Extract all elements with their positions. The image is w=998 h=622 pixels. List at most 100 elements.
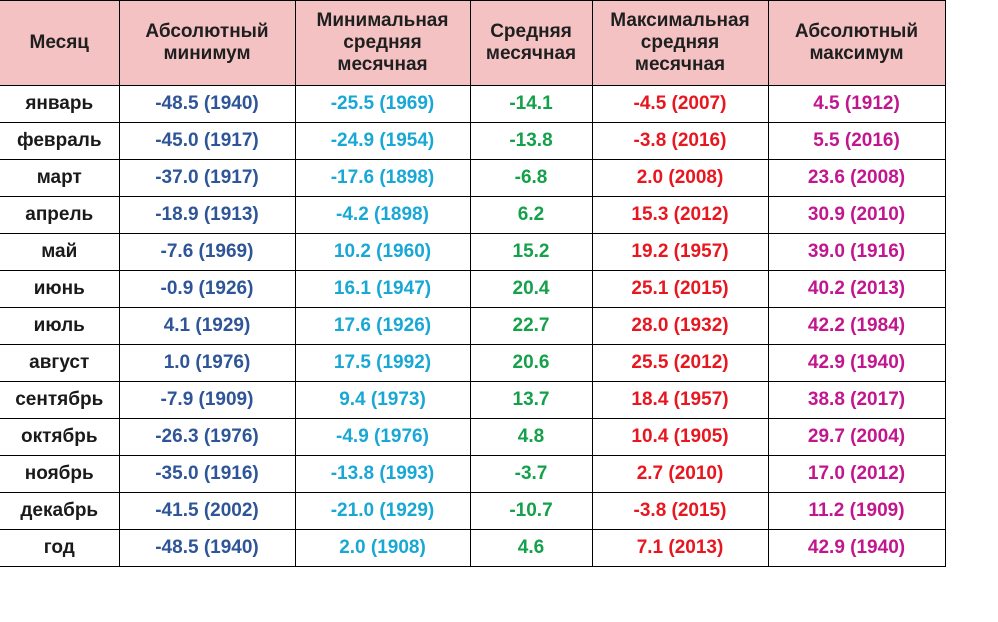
cell-month: январь	[0, 85, 120, 123]
cell-min-avg: 9.4 (1973)	[294, 381, 471, 419]
cell-avg: 15.2	[469, 233, 593, 271]
cell-max-avg: 15.3 (2012)	[591, 196, 769, 234]
cell-abs-min: -37.0 (1917)	[118, 159, 296, 197]
cell-abs-max: 30.9 (2010)	[767, 196, 946, 234]
table-row: ноябрь -35.0 (1916) -13.8 (1993) -3.7 2.7 (2…	[0, 455, 946, 493]
cell-min-avg: 16.1 (1947)	[294, 270, 471, 308]
cell-month: ноябрь	[0, 455, 120, 493]
cell-max-avg: -3.8 (2016)	[591, 122, 769, 160]
cell-abs-min: -0.9 (1926)	[118, 270, 296, 308]
table-row: июль 4.1 (1929) 17.6 (1926) 22.7 28.0 (1932)…	[0, 307, 946, 345]
cell-month: март	[0, 159, 120, 197]
cell-month: август	[0, 344, 120, 382]
cell-min-avg: 17.6 (1926)	[294, 307, 471, 345]
cell-month: октябрь	[0, 418, 120, 456]
cell-avg: -14.1	[469, 85, 593, 123]
header-month: Месяц	[0, 0, 120, 86]
cell-abs-min: -45.0 (1917)	[118, 122, 296, 160]
cell-avg: 4.6	[469, 529, 593, 567]
table-row: август 1.0 (1976) 17.5 (1992) 20.6 25.5 (201…	[0, 344, 946, 382]
cell-min-avg: -13.8 (1993)	[294, 455, 471, 493]
cell-min-avg: 10.2 (1960)	[294, 233, 471, 271]
cell-max-avg: 10.4 (1905)	[591, 418, 769, 456]
header-row: Месяц Абсолютный минимум Минимальная сре…	[0, 0, 946, 86]
climate-table: Месяц Абсолютный минимум Минимальная сре…	[0, 0, 946, 567]
header-abs-min: Абсолютный минимум	[118, 0, 296, 86]
cell-abs-max: 42.9 (1940)	[767, 529, 946, 567]
cell-abs-max: 17.0 (2012)	[767, 455, 946, 493]
cell-abs-min: -18.9 (1913)	[118, 196, 296, 234]
cell-avg: -6.8	[469, 159, 593, 197]
climate-table-container: Месяц Абсолютный минимум Минимальная сре…	[0, 0, 946, 567]
cell-abs-max: 23.6 (2008)	[767, 159, 946, 197]
cell-min-avg: 17.5 (1992)	[294, 344, 471, 382]
cell-min-avg: -24.9 (1954)	[294, 122, 471, 160]
cell-month: год	[0, 529, 120, 567]
cell-avg: 22.7	[469, 307, 593, 345]
cell-avg: 13.7	[469, 381, 593, 419]
cell-avg: -3.7	[469, 455, 593, 493]
header-min-avg: Минимальная средняя месячная	[294, 0, 471, 86]
cell-abs-max: 11.2 (1909)	[767, 492, 946, 530]
header-avg: Средняя месячная	[469, 0, 593, 86]
cell-abs-min: 1.0 (1976)	[118, 344, 296, 382]
cell-avg: 20.6	[469, 344, 593, 382]
cell-month: июль	[0, 307, 120, 345]
cell-abs-max: 40.2 (2013)	[767, 270, 946, 308]
cell-abs-min: -35.0 (1916)	[118, 455, 296, 493]
cell-abs-max: 4.5 (1912)	[767, 85, 946, 123]
cell-max-avg: 18.4 (1957)	[591, 381, 769, 419]
cell-avg: 20.4	[469, 270, 593, 308]
cell-abs-min: -48.5 (1940)	[118, 85, 296, 123]
cell-max-avg: 28.0 (1932)	[591, 307, 769, 345]
cell-month: февраль	[0, 122, 120, 160]
cell-abs-max: 38.8 (2017)	[767, 381, 946, 419]
cell-max-avg: -3.8 (2015)	[591, 492, 769, 530]
table-row: апрель -18.9 (1913) -4.2 (1898) 6.2 15.3 (20…	[0, 196, 946, 234]
table-row: год -48.5 (1940) 2.0 (1908) 4.6 7.1 (2013) 42…	[0, 529, 946, 567]
table-row: декабрь -41.5 (2002) -21.0 (1929) -10.7 -3.8…	[0, 492, 946, 530]
cell-max-avg: -4.5 (2007)	[591, 85, 769, 123]
cell-abs-min: -7.6 (1969)	[118, 233, 296, 271]
table-row: октябрь -26.3 (1976) -4.9 (1976) 4.8 10.4 (1…	[0, 418, 946, 456]
cell-abs-max: 5.5 (2016)	[767, 122, 946, 160]
cell-min-avg: -25.5 (1969)	[294, 85, 471, 123]
cell-month: май	[0, 233, 120, 271]
cell-month: июнь	[0, 270, 120, 308]
table-row: март -37.0 (1917) -17.6 (1898) -6.8 2.0 (200…	[0, 159, 946, 197]
table-body: январь -48.5 (1940) -25.5 (1969) -14.1 -4.5 …	[0, 85, 946, 567]
cell-max-avg: 7.1 (2013)	[591, 529, 769, 567]
cell-avg: 6.2	[469, 196, 593, 234]
cell-min-avg: -4.9 (1976)	[294, 418, 471, 456]
cell-abs-max: 39.0 (1916)	[767, 233, 946, 271]
cell-abs-max: 42.9 (1940)	[767, 344, 946, 382]
cell-abs-min: 4.1 (1929)	[118, 307, 296, 345]
cell-max-avg: 2.0 (2008)	[591, 159, 769, 197]
cell-abs-min: -41.5 (2002)	[118, 492, 296, 530]
cell-month: декабрь	[0, 492, 120, 530]
cell-min-avg: -21.0 (1929)	[294, 492, 471, 530]
table-row: июнь -0.9 (1926) 16.1 (1947) 20.4 25.1 (2015…	[0, 270, 946, 308]
cell-avg: -13.8	[469, 122, 593, 160]
cell-min-avg: -17.6 (1898)	[294, 159, 471, 197]
cell-max-avg: 19.2 (1957)	[591, 233, 769, 271]
cell-abs-min: -48.5 (1940)	[118, 529, 296, 567]
cell-min-avg: -4.2 (1898)	[294, 196, 471, 234]
cell-max-avg: 25.1 (2015)	[591, 270, 769, 308]
cell-month: апрель	[0, 196, 120, 234]
header-abs-max: Абсолютный максимум	[767, 0, 946, 86]
cell-max-avg: 2.7 (2010)	[591, 455, 769, 493]
cell-min-avg: 2.0 (1908)	[294, 529, 471, 567]
table-row: сентябрь -7.9 (1909) 9.4 (1973) 13.7 18.4 (1…	[0, 381, 946, 419]
header-max-avg: Максимальная средняя месячная	[591, 0, 769, 86]
cell-abs-min: -7.9 (1909)	[118, 381, 296, 419]
table-row: январь -48.5 (1940) -25.5 (1969) -14.1 -4.5 …	[0, 85, 946, 123]
cell-month: сентябрь	[0, 381, 120, 419]
cell-abs-min: -26.3 (1976)	[118, 418, 296, 456]
table-row: февраль -45.0 (1917) -24.9 (1954) -13.8 -3.8…	[0, 122, 946, 160]
cell-abs-max: 42.2 (1984)	[767, 307, 946, 345]
table-row: май -7.6 (1969) 10.2 (1960) 15.2 19.2 (1957)…	[0, 233, 946, 271]
cell-avg: -10.7	[469, 492, 593, 530]
cell-abs-max: 29.7 (2004)	[767, 418, 946, 456]
cell-max-avg: 25.5 (2012)	[591, 344, 769, 382]
